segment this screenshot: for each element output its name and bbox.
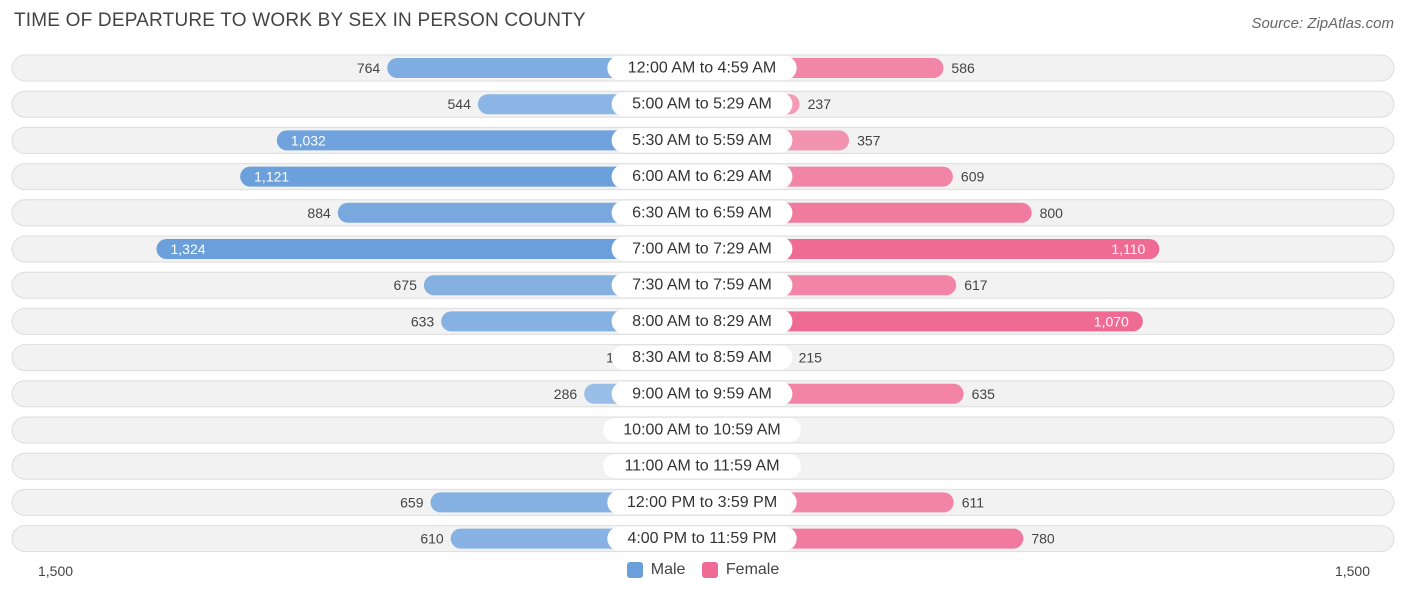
legend-swatch-female <box>701 562 718 578</box>
value-label-female: 1,070 <box>1094 313 1129 329</box>
category-label-pill <box>611 309 793 334</box>
diverging-bar-chart: 764 586 12:00 AM to 4:59 AM 544 237 5:00 AM t… <box>11 54 1395 553</box>
category-label-pill <box>607 56 797 80</box>
category-label-pill <box>607 526 797 551</box>
bar-female <box>702 239 1160 259</box>
value-label-male: 1,032 <box>291 132 326 148</box>
category-label-pill <box>611 237 793 261</box>
value-label-female: 609 <box>961 169 985 185</box>
category-label-pill <box>611 92 793 117</box>
value-label-male: 884 <box>307 205 331 221</box>
legend-label-female: Female <box>725 561 780 578</box>
category-label: 10:00 AM to 10:59 AM <box>623 422 780 439</box>
value-label-female: 357 <box>857 132 881 148</box>
legend: Male Female <box>0 561 1406 583</box>
category-label: 12:00 AM to 4:59 AM <box>628 60 777 77</box>
legend-label-male: Male <box>650 561 686 578</box>
category-label: 6:00 AM to 6:29 AM <box>632 168 772 185</box>
category-label: 9:00 AM to 9:59 AM <box>632 385 772 402</box>
value-label-female: 1,110 <box>1111 241 1145 257</box>
category-label: 6:30 AM to 6:59 AM <box>632 204 772 221</box>
value-label-male: 1,121 <box>254 169 289 185</box>
value-label-male: 286 <box>554 386 578 402</box>
value-label-female: 780 <box>1031 531 1055 547</box>
bar-male <box>156 239 703 259</box>
source-credit: Source: ZipAtlas.com <box>1251 15 1394 32</box>
value-label-female: 617 <box>964 277 988 293</box>
value-label-female: 800 <box>1040 205 1064 221</box>
bar-male <box>276 130 702 151</box>
category-label: 7:30 AM to 7:59 AM <box>632 277 772 294</box>
value-label-male: 1,324 <box>171 241 206 257</box>
category-label-pill <box>611 200 793 225</box>
bar-male <box>337 202 702 223</box>
axis-right-max-label: 1,500 <box>1334 563 1370 579</box>
value-label-female: 586 <box>951 60 975 76</box>
value-label-male: 764 <box>357 60 381 76</box>
category-label: 5:30 AM to 5:59 AM <box>632 132 772 149</box>
category-label-pill <box>607 490 797 515</box>
category-label-pill <box>603 418 801 442</box>
category-label-pill <box>603 454 801 479</box>
chart-title: TIME OF DEPARTURE TO WORK BY SEX IN PERS… <box>14 10 586 31</box>
category-label-pill <box>611 381 793 406</box>
category-label: 5:00 AM to 5:29 AM <box>632 96 772 113</box>
bar-female <box>702 311 1143 332</box>
category-label: 7:00 AM to 7:29 AM <box>632 241 772 258</box>
category-label: 8:30 AM to 8:59 AM <box>632 349 772 366</box>
category-label-pill <box>611 128 793 153</box>
value-label-female: 215 <box>799 350 823 366</box>
category-label: 11:00 AM to 11:59 AM <box>624 458 779 475</box>
value-label-male: 610 <box>420 531 444 547</box>
category-label: 12:00 PM to 3:59 PM <box>627 494 777 511</box>
category-label-pill <box>611 164 793 189</box>
value-label-female: 237 <box>808 96 832 112</box>
bar-male <box>240 166 702 187</box>
value-label-female: 611 <box>962 494 985 510</box>
legend-item-male: Male <box>626 561 686 579</box>
axis-left-max-label: 1,500 <box>38 563 74 579</box>
legend-item-female: Female <box>701 561 780 579</box>
category-label-pill <box>611 273 793 298</box>
value-label-male: 633 <box>411 313 435 329</box>
value-label-female: 635 <box>972 386 996 402</box>
value-label-male: 544 <box>448 96 472 112</box>
category-label: 8:00 AM to 8:29 AM <box>632 313 772 330</box>
value-label-male: 659 <box>400 494 424 510</box>
category-label-pill <box>611 345 793 370</box>
legend-swatch-male <box>626 562 643 578</box>
category-label: 4:00 PM to 11:59 PM <box>627 530 776 547</box>
value-label-male: 675 <box>394 277 418 293</box>
